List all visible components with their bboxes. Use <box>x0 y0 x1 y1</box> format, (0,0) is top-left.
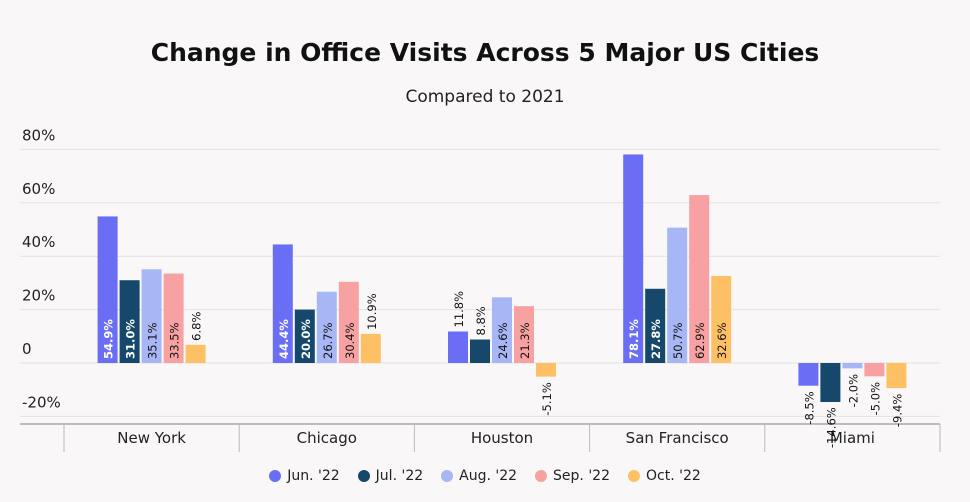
data-label: 33.5% <box>168 322 182 359</box>
legend-marker <box>357 470 370 482</box>
bar <box>470 339 490 363</box>
data-label: 10.9% <box>365 293 379 330</box>
legend-label: Jun. '22 <box>287 468 340 484</box>
chart-subtitle: Compared to 2021 <box>405 87 565 107</box>
data-label: 50.7% <box>671 322 685 359</box>
data-label: 30.4% <box>343 322 357 359</box>
y-tick-label: 80% <box>22 126 55 144</box>
x-tick-label: New York <box>117 429 186 447</box>
data-label: -5.1% <box>540 382 554 415</box>
bar <box>97 216 118 363</box>
bar <box>886 363 907 389</box>
bar <box>185 344 206 363</box>
bar <box>798 363 819 386</box>
x-tick-label: Miami <box>830 429 875 447</box>
data-label: 27.8% <box>649 319 663 359</box>
bar <box>514 306 534 363</box>
legend-item: Jul. '22 <box>357 468 424 484</box>
data-label: 20.0% <box>299 319 313 359</box>
bar <box>820 363 841 402</box>
bar <box>360 333 381 363</box>
bar <box>667 227 688 363</box>
data-label: -8.5% <box>802 391 816 424</box>
bar <box>316 291 337 363</box>
data-label: 24.6% <box>496 322 510 359</box>
legend-item: Oct. '22 <box>628 468 701 484</box>
data-label: 11.8% <box>452 291 466 328</box>
legend-marker <box>269 470 282 482</box>
y-tick-label: 0 <box>22 340 32 358</box>
y-tick-label: -20% <box>22 393 61 411</box>
legend-marker <box>441 470 454 482</box>
bar <box>492 297 512 363</box>
data-label: 8.8% <box>474 306 488 335</box>
data-label: 54.9% <box>102 319 116 359</box>
bar <box>119 280 140 363</box>
legend-marker <box>535 470 548 482</box>
legend-label: Jul. '22 <box>375 468 424 484</box>
x-tick-label: Chicago <box>297 429 357 447</box>
legend-item: Jun. '22 <box>269 468 340 484</box>
bar <box>448 331 468 363</box>
bar <box>272 244 293 363</box>
data-label: -5.0% <box>868 382 882 415</box>
data-label: 31.0% <box>124 319 138 359</box>
data-label: 35.1% <box>146 322 160 359</box>
legend-label: Oct. '22 <box>646 468 701 484</box>
data-label: -9.4% <box>890 394 904 427</box>
bar <box>163 273 184 363</box>
legend-item: Aug. '22 <box>441 468 517 484</box>
bar <box>842 363 863 369</box>
legend-item: Sep. '22 <box>535 468 610 484</box>
data-label: 26.7% <box>321 322 335 359</box>
bar <box>864 363 885 377</box>
data-label: 62.9% <box>693 322 707 359</box>
legend-marker <box>628 470 640 482</box>
bar <box>689 195 710 363</box>
data-label: -2.0% <box>846 374 860 407</box>
y-tick-label: 40% <box>22 233 55 251</box>
data-label: 32.6% <box>715 322 729 359</box>
bar <box>141 269 162 363</box>
bar <box>338 281 359 363</box>
data-label: 44.4% <box>277 319 291 359</box>
legend-label: Sep. '22 <box>553 468 610 484</box>
bar <box>623 154 644 363</box>
data-label: 78.1% <box>627 319 641 359</box>
x-tick-label: San Francisco <box>626 429 729 447</box>
data-label: 6.8% <box>190 312 204 341</box>
legend-label: Aug. '22 <box>459 468 518 484</box>
y-tick-label: 20% <box>22 287 55 305</box>
bar <box>711 275 732 363</box>
x-tick-label: Houston <box>471 429 533 447</box>
y-tick-label: 60% <box>22 180 55 198</box>
bar <box>645 288 666 363</box>
legend: Jun. '22 Jul. '22 Aug. '22 Sep. '22 Oct. '22 <box>0 468 970 484</box>
bar <box>294 309 315 363</box>
chart-title: Change in Office Visits Across 5 Major U… <box>150 38 820 67</box>
data-label: 21.3% <box>518 322 532 359</box>
data-label: -14.6% <box>824 407 838 448</box>
bar <box>536 363 556 377</box>
